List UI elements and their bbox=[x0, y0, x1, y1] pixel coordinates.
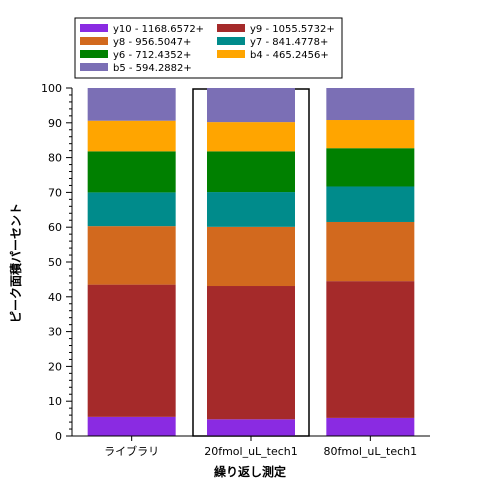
bar-segment[interactable] bbox=[326, 417, 415, 436]
x-tick-label: ライブラリ bbox=[104, 444, 159, 458]
bar-segment[interactable] bbox=[326, 221, 415, 282]
y-tick-label: 20 bbox=[48, 360, 62, 373]
bars-layer bbox=[87, 88, 415, 437]
legend-label: y6 - 712.4352+ bbox=[113, 50, 191, 61]
bar-segment[interactable] bbox=[207, 286, 295, 420]
bar-segment[interactable] bbox=[207, 226, 295, 287]
y-tick-label: 60 bbox=[48, 221, 62, 234]
legend-box bbox=[74, 17, 343, 79]
x-axis-title: 繰り返し測定 bbox=[214, 464, 286, 479]
legend-swatch bbox=[80, 50, 108, 58]
y-tick-label: 70 bbox=[48, 186, 62, 199]
bar-segment[interactable] bbox=[87, 88, 176, 121]
bar-segment[interactable] bbox=[207, 419, 295, 436]
bar-segment[interactable] bbox=[326, 281, 415, 418]
y-tick-label: 10 bbox=[48, 395, 62, 408]
bar-segment[interactable] bbox=[87, 226, 176, 285]
legend-swatch bbox=[80, 24, 108, 32]
legend-swatch bbox=[217, 24, 245, 32]
x-tick-label: 20fmol_uL_tech1 bbox=[204, 445, 298, 458]
legend-label: b5 - 594.2882+ bbox=[113, 63, 192, 74]
y-tick-label: 30 bbox=[48, 326, 62, 339]
bar-segment[interactable] bbox=[87, 151, 176, 193]
legend-swatch bbox=[80, 63, 108, 71]
y-tick-label: 90 bbox=[48, 117, 62, 130]
legend-label: y8 - 956.5047+ bbox=[113, 37, 191, 48]
y-tick-label: 50 bbox=[48, 256, 62, 269]
x-tick-label: 80fmol_uL_tech1 bbox=[324, 445, 418, 458]
bar-segment[interactable] bbox=[87, 120, 176, 152]
y-tick-label: 80 bbox=[48, 152, 62, 165]
legend-label: y7 - 841.4778+ bbox=[250, 37, 328, 48]
bar-segment[interactable] bbox=[207, 151, 295, 193]
bar-segment[interactable] bbox=[326, 148, 415, 187]
y-axis-title: ピーク面積パーセント bbox=[8, 203, 23, 323]
axes-layer: 0 10 20 30 40 50 60 70 80 90 100 ライブラリ 20fmol_uL_tec… bbox=[41, 82, 430, 458]
bar-segment[interactable] bbox=[207, 122, 295, 152]
y-tick-label: 100 bbox=[41, 82, 62, 95]
bar-segment[interactable] bbox=[87, 416, 176, 436]
legend-label: y9 - 1055.5732+ bbox=[250, 24, 335, 35]
legend-swatch bbox=[217, 37, 245, 45]
legend: y10 - 1168.6572+ y9 - 1055.5732+ y8 - 956.… bbox=[74, 17, 343, 79]
legend-label: y10 - 1168.6572+ bbox=[113, 24, 204, 35]
legend-label: b4 - 465.2456+ bbox=[250, 50, 329, 61]
bar-segment[interactable] bbox=[207, 192, 295, 227]
legend-swatch bbox=[217, 50, 245, 58]
bar-segment[interactable] bbox=[207, 88, 295, 123]
bar-segment[interactable] bbox=[326, 88, 415, 121]
y-tick-label: 0 bbox=[55, 430, 62, 443]
y-tick-label: 40 bbox=[48, 291, 62, 304]
legend-swatch bbox=[80, 37, 108, 45]
bar-segment[interactable] bbox=[326, 120, 415, 149]
bar-segment[interactable] bbox=[87, 192, 176, 227]
bar-segment[interactable] bbox=[87, 284, 176, 417]
bar-segment[interactable] bbox=[326, 186, 415, 222]
